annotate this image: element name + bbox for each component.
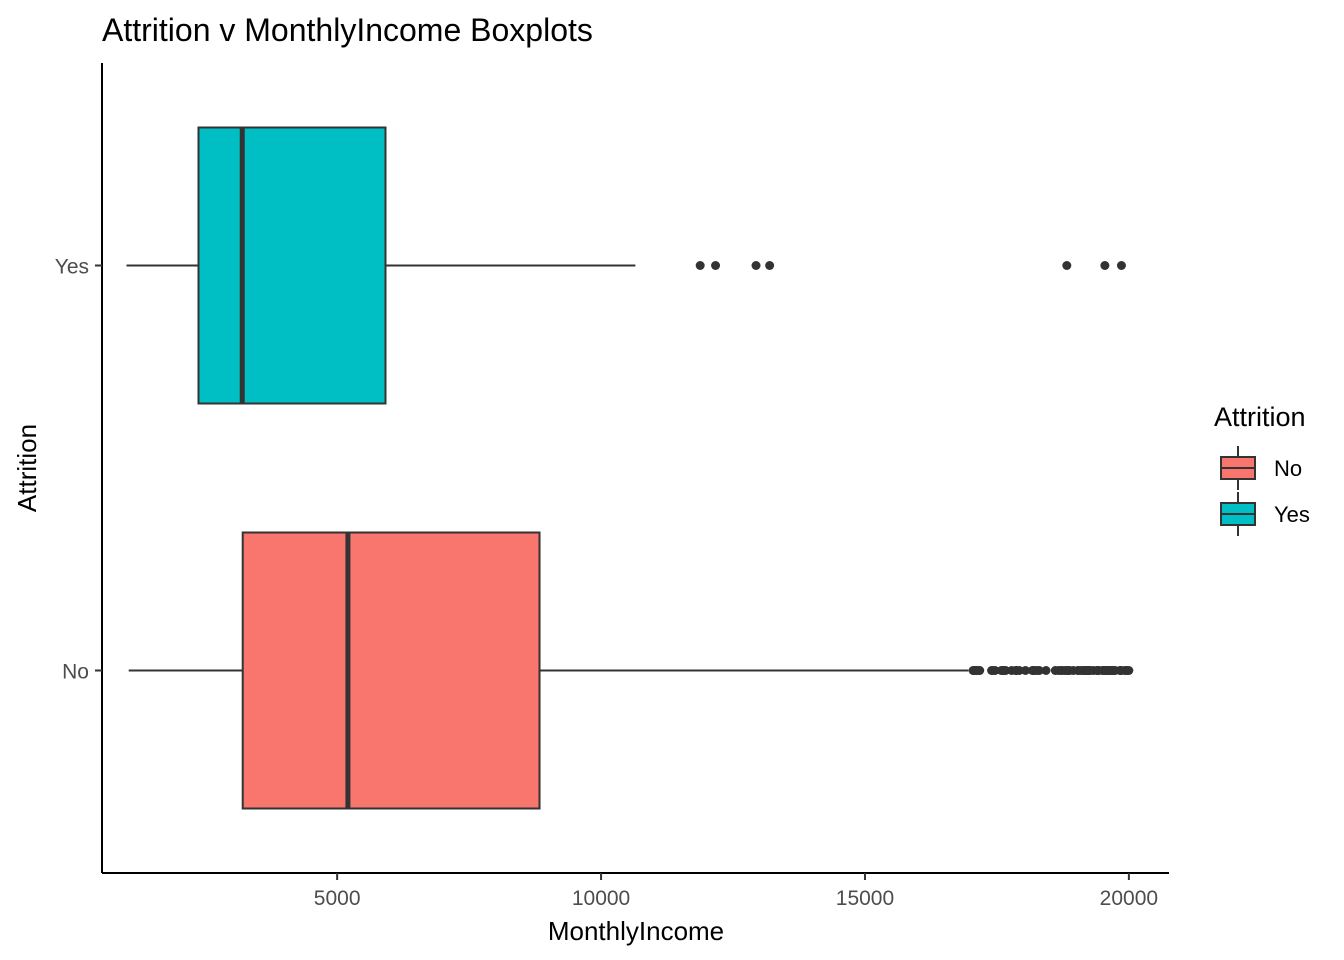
legend-title: Attrition xyxy=(1214,402,1306,432)
outlier-point xyxy=(695,261,705,270)
outlier-point xyxy=(1020,666,1030,675)
outlier-point xyxy=(751,261,761,270)
legend-label-yes: Yes xyxy=(1274,502,1310,527)
box-no xyxy=(241,531,541,810)
plot-area: 5000 10000 15000 20000 No Yes xyxy=(55,63,1169,910)
outlier-point xyxy=(1116,261,1126,270)
outlier-point xyxy=(1124,666,1134,675)
legend: Attrition No Yes xyxy=(1214,402,1310,536)
x-tick-label: 5000 xyxy=(314,887,361,910)
outlier-point xyxy=(975,666,985,675)
outlier-point xyxy=(990,666,1000,675)
outlier-point xyxy=(1062,261,1072,270)
y-tick-label: No xyxy=(62,661,89,684)
x-axis-title: MonthlyIncome xyxy=(548,916,724,946)
outlier-point xyxy=(765,261,775,270)
outlier-point xyxy=(1034,666,1044,675)
y-axis-title: Attrition xyxy=(12,424,42,512)
outlier-point xyxy=(1100,261,1110,270)
x-tick-label: 20000 xyxy=(1100,887,1158,910)
outlier-point xyxy=(1041,666,1051,675)
box-yes xyxy=(197,126,387,405)
x-tick-label: 15000 xyxy=(836,887,894,910)
y-tick-label: Yes xyxy=(55,256,89,279)
outlier-point xyxy=(711,261,721,270)
outlier-point xyxy=(1014,666,1024,675)
chart-title: Attrition v MonthlyIncome Boxplots xyxy=(102,12,593,48)
x-tick-label: 10000 xyxy=(572,887,630,910)
legend-label-no: No xyxy=(1274,456,1302,481)
